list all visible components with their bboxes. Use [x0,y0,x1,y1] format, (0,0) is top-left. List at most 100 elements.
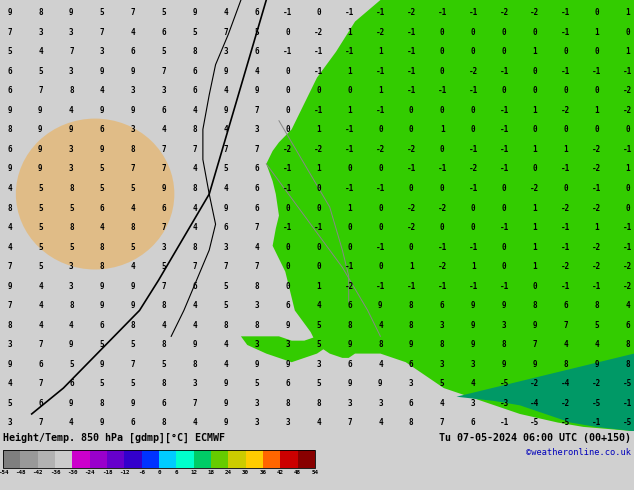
Text: 1: 1 [533,223,537,232]
Text: -5: -5 [592,398,602,408]
Text: -6: -6 [138,469,145,475]
Text: 9: 9 [100,301,105,310]
Text: 8: 8 [625,360,630,368]
Text: 7: 7 [224,145,228,154]
Text: 3: 3 [285,340,290,349]
Bar [37,450,55,468]
Text: 4: 4 [378,320,383,330]
Text: 9: 9 [38,106,42,115]
Text: 8: 8 [224,320,228,330]
Text: -2: -2 [500,8,508,18]
Text: 1: 1 [409,262,413,271]
Text: 4: 4 [7,223,12,232]
Text: 3: 3 [347,398,352,408]
Text: 8: 8 [69,223,74,232]
Text: 5: 5 [100,379,105,388]
Text: 5: 5 [7,48,12,56]
Text: 3: 3 [254,340,259,349]
Text: 7: 7 [162,67,166,76]
Text: 5: 5 [38,67,42,76]
Text: 8: 8 [162,379,166,388]
Text: -2: -2 [314,28,323,37]
Text: -1: -1 [437,165,447,173]
Text: 5: 5 [162,48,166,56]
Bar [3,450,315,468]
Text: 4: 4 [193,223,197,232]
Text: -1: -1 [500,145,508,154]
Text: 7: 7 [440,418,444,427]
Text: 0: 0 [564,125,568,134]
Text: 0: 0 [625,125,630,134]
Text: 18: 18 [207,469,214,475]
Text: 9: 9 [131,301,136,310]
Text: 9: 9 [7,360,12,368]
Text: -3: -3 [500,398,508,408]
Text: 0: 0 [501,262,507,271]
Text: -1: -1 [561,243,571,251]
Text: 0: 0 [533,282,537,291]
Text: 4: 4 [131,262,136,271]
Text: -2: -2 [530,8,540,18]
Text: 6: 6 [254,184,259,193]
Text: 0: 0 [316,203,321,213]
Text: 0: 0 [595,86,599,96]
Text: -1: -1 [376,8,385,18]
Bar [20,450,37,468]
Text: 4: 4 [378,360,383,368]
Text: 7: 7 [254,262,259,271]
Text: 4: 4 [38,301,42,310]
Text: 9: 9 [285,320,290,330]
Text: 7: 7 [7,301,12,310]
Text: -2: -2 [376,145,385,154]
Text: 0: 0 [501,243,507,251]
Text: 4: 4 [254,67,259,76]
Text: 7: 7 [162,282,166,291]
Bar [55,450,72,468]
Text: 8: 8 [378,340,383,349]
Text: 4: 4 [564,340,568,349]
Text: 1: 1 [347,203,352,213]
Text: 4: 4 [193,106,197,115]
Text: 4: 4 [131,203,136,213]
Text: 1: 1 [347,67,352,76]
Text: -1: -1 [283,48,292,56]
Text: 7: 7 [131,8,136,18]
Text: 1: 1 [347,106,352,115]
Text: 8: 8 [131,145,136,154]
Text: 0: 0 [409,243,413,251]
Text: -1: -1 [437,86,447,96]
Text: 0: 0 [285,86,290,96]
Text: -1: -1 [437,8,447,18]
Text: -2: -2 [530,184,540,193]
Text: -1: -1 [437,282,447,291]
Bar [280,450,298,468]
Polygon shape [266,0,634,431]
Text: -1: -1 [469,243,478,251]
Text: 7: 7 [131,165,136,173]
Text: 3: 3 [224,48,228,56]
Text: 6: 6 [254,8,259,18]
Text: 4: 4 [224,340,228,349]
Text: 4: 4 [193,418,197,427]
Text: -2: -2 [561,398,571,408]
Ellipse shape [16,119,174,270]
Text: 4: 4 [224,184,228,193]
Text: 0: 0 [501,86,507,96]
Text: ©weatheronline.co.uk: ©weatheronline.co.uk [526,448,631,457]
Text: 4: 4 [100,223,105,232]
Text: 7: 7 [193,262,197,271]
Text: -1: -1 [623,67,632,76]
Text: 6: 6 [162,28,166,37]
Text: 0: 0 [347,223,352,232]
Text: 0: 0 [501,48,507,56]
Text: -54: -54 [0,469,8,475]
Text: 7: 7 [38,418,42,427]
Text: 6: 6 [409,360,413,368]
Text: 8: 8 [100,243,105,251]
Text: 9: 9 [38,145,42,154]
Bar [298,450,315,468]
Text: 9: 9 [69,125,74,134]
Text: 6: 6 [174,469,178,475]
Text: 5: 5 [131,379,136,388]
Text: 8: 8 [254,320,259,330]
